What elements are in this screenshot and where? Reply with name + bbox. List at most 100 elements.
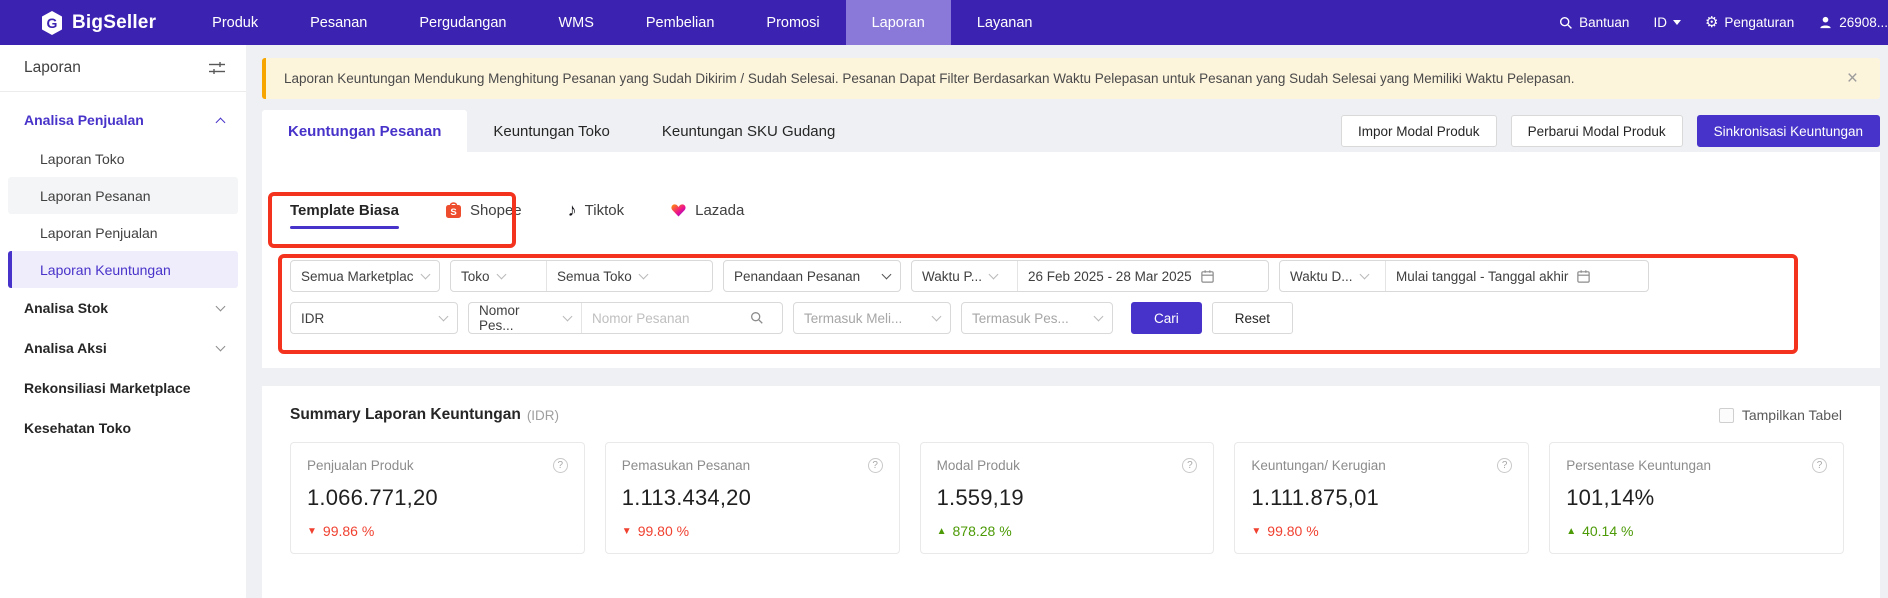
date-range-picker[interactable]: 26 Feb 2025 - 28 Mar 2025 — [1018, 261, 1268, 291]
trend-down-icon: ▼ — [621, 525, 632, 537]
marketplace-select[interactable]: Semua Marketplace — [290, 260, 440, 292]
sidebar-section-analisa-aksi[interactable]: Analisa Aksi — [0, 328, 246, 368]
sidebar-item-laporan-keuntungan[interactable]: Laporan Keuntungan — [8, 251, 238, 288]
release-date-range-picker[interactable]: Mulai tanggal - Tanggal akhir — [1386, 261, 1648, 291]
sidebar-section-rekonsiliasi[interactable]: Rekonsiliasi Marketplace — [0, 368, 246, 408]
user-account[interactable]: 26908... — [1818, 15, 1888, 30]
sidebar-section-label: Kesehatan Toko — [24, 420, 132, 436]
sidebar-item-laporan-pesanan[interactable]: Laporan Pesanan — [8, 177, 238, 214]
card-delta: ▼ 99.86 % — [307, 523, 568, 539]
annotation-box-template-biasa — [268, 191, 516, 248]
penandaan-pesanan-select[interactable]: Penandaan Pesanan — [723, 260, 901, 292]
divider — [1385, 261, 1386, 291]
help-menu[interactable]: Bantuan — [1559, 15, 1629, 30]
close-icon[interactable]: × — [1846, 68, 1858, 89]
import-modal-produk-button[interactable]: Impor Modal Produk — [1341, 115, 1497, 147]
card-value: 1.559,19 — [936, 485, 1024, 510]
nav-item-promosi[interactable]: Promosi — [766, 14, 820, 31]
order-number-type-select[interactable]: Nomor Pes... — [469, 303, 581, 333]
nav-item-laporan[interactable]: Laporan — [845, 0, 951, 45]
reset-button[interactable]: Reset — [1211, 302, 1294, 334]
language-selector[interactable]: ID — [1653, 15, 1681, 30]
nav-item-pergudangan[interactable]: Pergudangan — [419, 14, 507, 31]
subtab-label: Lazada — [695, 201, 745, 219]
sidebar-item-laporan-penjualan[interactable]: Laporan Penjualan — [8, 214, 238, 251]
sync-keuntungan-button[interactable]: Sinkronisasi Keuntungan — [1696, 115, 1880, 147]
termasuk-meliputi-value: Termasuk Meli... — [804, 310, 903, 326]
search-button[interactable]: Cari — [1131, 302, 1202, 334]
main-menu: Produk Pesanan Pergudangan WMS Pembelian… — [186, 0, 1058, 45]
user-icon — [1820, 16, 1831, 29]
waktu-dilepas-select[interactable]: Waktu D... — [1280, 261, 1385, 291]
termasuk-pesanan-select[interactable]: Termasuk Pes... — [961, 302, 1113, 334]
card-label: Pemasukan Pesanan — [621, 458, 751, 473]
filter-row-1: Semua Marketplace Toko Semua Toko — [290, 260, 1852, 292]
store-select-value: Semua Toko — [557, 268, 632, 284]
subtab-template-biasa[interactable]: Template Biasa — [268, 191, 516, 248]
nav-item-wms[interactable]: WMS — [558, 14, 594, 31]
subtab-lazada[interactable]: Lazada — [670, 202, 744, 219]
top-navbar: G BigSeller Produk Pesanan Pergudangan W… — [0, 0, 1888, 45]
order-number-input[interactable] — [592, 310, 742, 326]
filter-row-2: IDR Nomor Pes... — [290, 302, 1852, 334]
update-modal-produk-button[interactable]: Perbarui Modal Produk — [1510, 115, 1683, 147]
delta-value: 40.14 % — [1582, 523, 1634, 539]
card-keuntungan-kerugian: Keuntungan/ Kerugian ? 1.111.875,01 ▼ 99… — [1234, 442, 1530, 554]
sidebar-item-label: Laporan Penjualan — [40, 224, 158, 241]
currency-select[interactable]: IDR — [290, 302, 458, 334]
checkbox-icon[interactable] — [1718, 407, 1734, 423]
sidebar-section-label: Rekonsiliasi Marketplace — [24, 380, 191, 396]
tab-keuntungan-toko[interactable]: Keuntungan Toko — [493, 122, 610, 140]
search-icon[interactable] — [750, 311, 764, 325]
store-type-select[interactable]: Toko — [451, 261, 546, 291]
nav-item-produk[interactable]: Produk — [212, 14, 259, 31]
help-icon[interactable]: ? — [552, 458, 568, 473]
card-modal-produk: Modal Produk ? 1.559,19 ▲ 878.28 % — [919, 442, 1215, 554]
help-icon[interactable]: ? — [867, 458, 883, 473]
calendar-icon — [1200, 269, 1214, 283]
subtab-tiktok[interactable]: ♪ Tiktok — [568, 201, 624, 219]
language-label: ID — [1653, 15, 1667, 30]
trend-up-icon: ▲ — [1566, 525, 1577, 537]
settings-label: Pengaturan — [1724, 15, 1795, 30]
help-icon[interactable]: ? — [1182, 458, 1198, 473]
nav-item-layanan[interactable]: Layanan — [976, 14, 1033, 31]
chevron-down-icon — [420, 269, 431, 279]
bigseller-logo[interactable]: G BigSeller — [0, 0, 186, 45]
chevron-down-icon — [931, 311, 942, 321]
sidebar-section-analisa-stok[interactable]: Analisa Stok — [0, 288, 246, 328]
collapse-sidebar-icon[interactable] — [208, 61, 226, 75]
show-table-label: Tampilkan Tabel — [1741, 407, 1842, 423]
filter-panel: Template Biasa S Shopee ♪ Tiktok — [262, 152, 1880, 368]
card-delta: ▼ 99.80 % — [622, 523, 883, 539]
tab-keuntungan-pesanan[interactable]: Keuntungan Pesanan — [262, 110, 468, 152]
chevron-up-icon — [215, 117, 226, 127]
sidebar-section-kesehatan-toko[interactable]: Kesehatan Toko — [0, 408, 246, 448]
help-icon[interactable]: ? — [1811, 458, 1827, 473]
brand-name: BigSeller — [72, 11, 157, 33]
tab-actions: Impor Modal Produk Perbarui Modal Produk… — [1341, 110, 1880, 152]
show-table-toggle[interactable]: Tampilkan Tabel — [1718, 407, 1852, 423]
card-label: Persentase Keuntungan — [1566, 458, 1712, 473]
store-select[interactable]: Semua Toko — [547, 261, 712, 291]
termasuk-meliputi-select[interactable]: Termasuk Meli... — [793, 302, 951, 334]
date-range-value: 26 Feb 2025 - 28 Mar 2025 — [1028, 268, 1192, 284]
filters-area: Semua Marketplace Toko Semua Toko — [278, 254, 1852, 354]
settings-menu[interactable]: ⚙ Pengaturan — [1705, 15, 1794, 30]
summary-header: Summary Laporan Keuntungan (IDR) Tampilk… — [290, 406, 1852, 424]
chevron-down-icon — [215, 301, 226, 312]
sidebar-item-laporan-toko[interactable]: Laporan Toko — [8, 140, 238, 177]
nav-item-pesanan[interactable]: Pesanan — [310, 14, 368, 31]
nav-item-pembelian[interactable]: Pembelian — [645, 14, 715, 31]
sidebar-section-label: Analisa Penjualan — [24, 112, 144, 128]
calendar-icon — [1577, 269, 1591, 283]
help-icon[interactable]: ? — [1497, 458, 1513, 473]
waktu-pesanan-select[interactable]: Waktu P... — [912, 261, 1017, 291]
subtab-shopee[interactable]: S Shopee — [445, 201, 522, 219]
sidebar-item-label: Laporan Keuntungan — [40, 261, 171, 278]
tab-keuntungan-sku-gudang[interactable]: Keuntungan SKU Gudang — [661, 122, 836, 140]
lazada-icon — [671, 204, 686, 217]
sidebar-section-analisa-penjualan[interactable]: Analisa Penjualan — [0, 100, 246, 140]
chevron-down-icon — [638, 269, 649, 279]
waktu-pesanan-value: Waktu P... — [922, 268, 983, 284]
